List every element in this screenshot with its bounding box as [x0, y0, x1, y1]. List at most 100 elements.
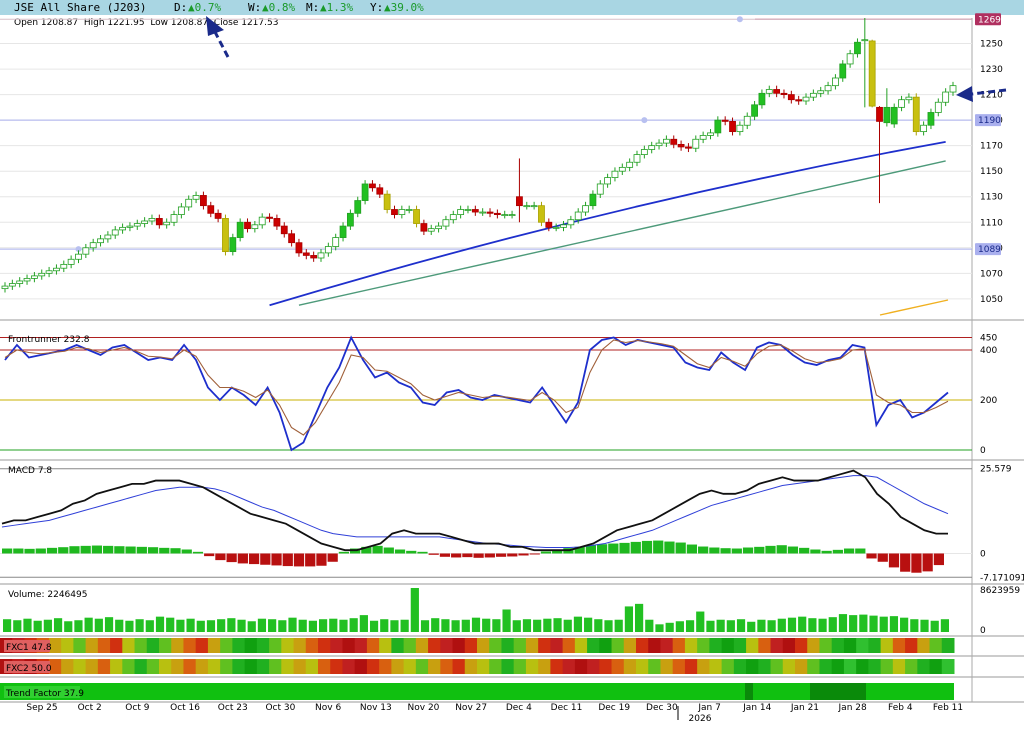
x-axis-date-label: Dec 30: [646, 703, 678, 713]
candle-body: [883, 106, 891, 124]
candle-body: [420, 223, 428, 232]
macd-histogram-bar: [608, 543, 619, 554]
fxc1-heatmap-cell: [318, 638, 331, 653]
fxc2-heatmap-cell: [795, 659, 808, 674]
candle-body: [354, 200, 362, 214]
fxc2-heatmap-cell: [256, 659, 270, 674]
volume-bar: [349, 618, 358, 632]
candle-body: [141, 220, 149, 224]
volume-bar: [186, 618, 195, 632]
macd-histogram-bar: [260, 553, 271, 565]
volume-bar: [166, 617, 175, 632]
support2-price-label: 1089: [978, 245, 1001, 255]
volume-bar: [726, 620, 735, 632]
fxc1-heatmap-cell: [733, 638, 747, 653]
candle-body: [839, 63, 847, 79]
candle-body: [111, 229, 119, 236]
fxc2-heatmap-cell: [574, 659, 588, 674]
frontrunner-title: Frontrunner 232.8: [8, 335, 90, 345]
macd-histogram-bar: [664, 541, 675, 554]
macd-tick-label: -7.171091: [980, 573, 1024, 583]
fxc2-heatmap-cell: [293, 659, 307, 674]
fxc2-heatmap-cell: [330, 659, 343, 674]
fxc1-heatmap-cell: [697, 638, 710, 653]
candle-body: [574, 211, 582, 221]
volume-bar: [339, 619, 348, 632]
fxc1-heatmap-cell: [122, 638, 136, 653]
volume-bar: [268, 619, 277, 632]
candle-body: [721, 119, 729, 122]
fxc2-heatmap-cell: [61, 659, 74, 674]
macd-histogram-bar: [2, 548, 13, 554]
candle-body: [104, 234, 112, 240]
fxc2-heatmap-cell: [550, 659, 564, 674]
volume-bar: [471, 617, 481, 632]
candle-body: [809, 92, 817, 98]
candle-body: [817, 90, 825, 94]
candle-body: [324, 246, 332, 254]
fxc2-heatmap-cell: [134, 659, 148, 674]
candle-body: [662, 138, 670, 144]
fxc2-heatmap-cell: [856, 659, 869, 674]
arrow-head: [956, 86, 973, 102]
x-axis-date-label: Dec 4: [506, 703, 532, 713]
fxc1-heatmap-cell: [562, 638, 576, 653]
trend-factor-bar: [0, 683, 954, 700]
candle-body: [75, 253, 82, 260]
macd-histogram-bar: [686, 544, 698, 554]
fxc2-heatmap-cell: [97, 659, 111, 674]
price-tick-label: 1250: [980, 40, 1003, 50]
fxc1-heatmap-cell: [795, 638, 808, 653]
annotation-arrow-down: [206, 16, 230, 58]
candle-body: [398, 209, 406, 215]
x-axis-date-label: Oct 9: [125, 703, 149, 713]
fxc2-heatmap-cell: [48, 659, 62, 674]
volume-bar: [400, 619, 409, 632]
volume-bar: [420, 620, 430, 632]
candle-body: [258, 216, 266, 226]
volume-bar: [777, 618, 786, 632]
macd-histogram-bar: [372, 545, 383, 554]
fxc2-heatmap-cell: [501, 659, 515, 674]
volume-bar: [492, 619, 501, 632]
candle-body: [751, 104, 758, 117]
frontrunner-line: [4, 335, 949, 452]
macd-histogram-bar: [799, 547, 810, 554]
macd-histogram-bar: [125, 546, 136, 554]
candle-body: [427, 228, 435, 232]
fxc2-heatmap-cell: [440, 659, 454, 674]
candle-body: [148, 218, 156, 222]
volume-bar: [288, 617, 297, 632]
macd-histogram-bar: [293, 553, 305, 567]
macd-histogram-bar: [810, 549, 821, 554]
candle-body: [824, 85, 832, 92]
fxc1-heatmap-cell: [73, 638, 87, 653]
volume-bar: [563, 619, 572, 632]
macd-histogram-bar: [103, 545, 114, 554]
fxc1-heatmap-cell: [501, 638, 515, 653]
candle-body: [523, 205, 531, 208]
candle-body: [516, 196, 523, 207]
candle-body: [942, 91, 950, 103]
volume-bar: [624, 606, 633, 632]
volume-bar: [879, 616, 888, 632]
candle-body: [604, 177, 612, 185]
fxc1-heatmap-cell: [538, 638, 551, 653]
candle-body: [8, 283, 16, 287]
fxc1-heatmap-cell: [721, 638, 735, 653]
macd-histogram-bar: [406, 550, 417, 554]
volume-bar: [869, 615, 878, 632]
fxc2-heatmap-cell: [428, 659, 441, 674]
weekly-change-label: W:: [248, 1, 262, 14]
level-marker: [736, 16, 743, 23]
candle-body: [361, 183, 369, 201]
fxc1-heatmap-cell: [513, 638, 527, 653]
volume-bar: [53, 618, 63, 632]
volume-bar: [696, 611, 705, 632]
macd-histogram-bar: [451, 553, 462, 558]
candle-body: [692, 138, 700, 149]
volume-bar: [410, 588, 419, 632]
price-tick-label: 1050: [980, 295, 1003, 305]
fxc2-heatmap-cell: [305, 659, 319, 674]
